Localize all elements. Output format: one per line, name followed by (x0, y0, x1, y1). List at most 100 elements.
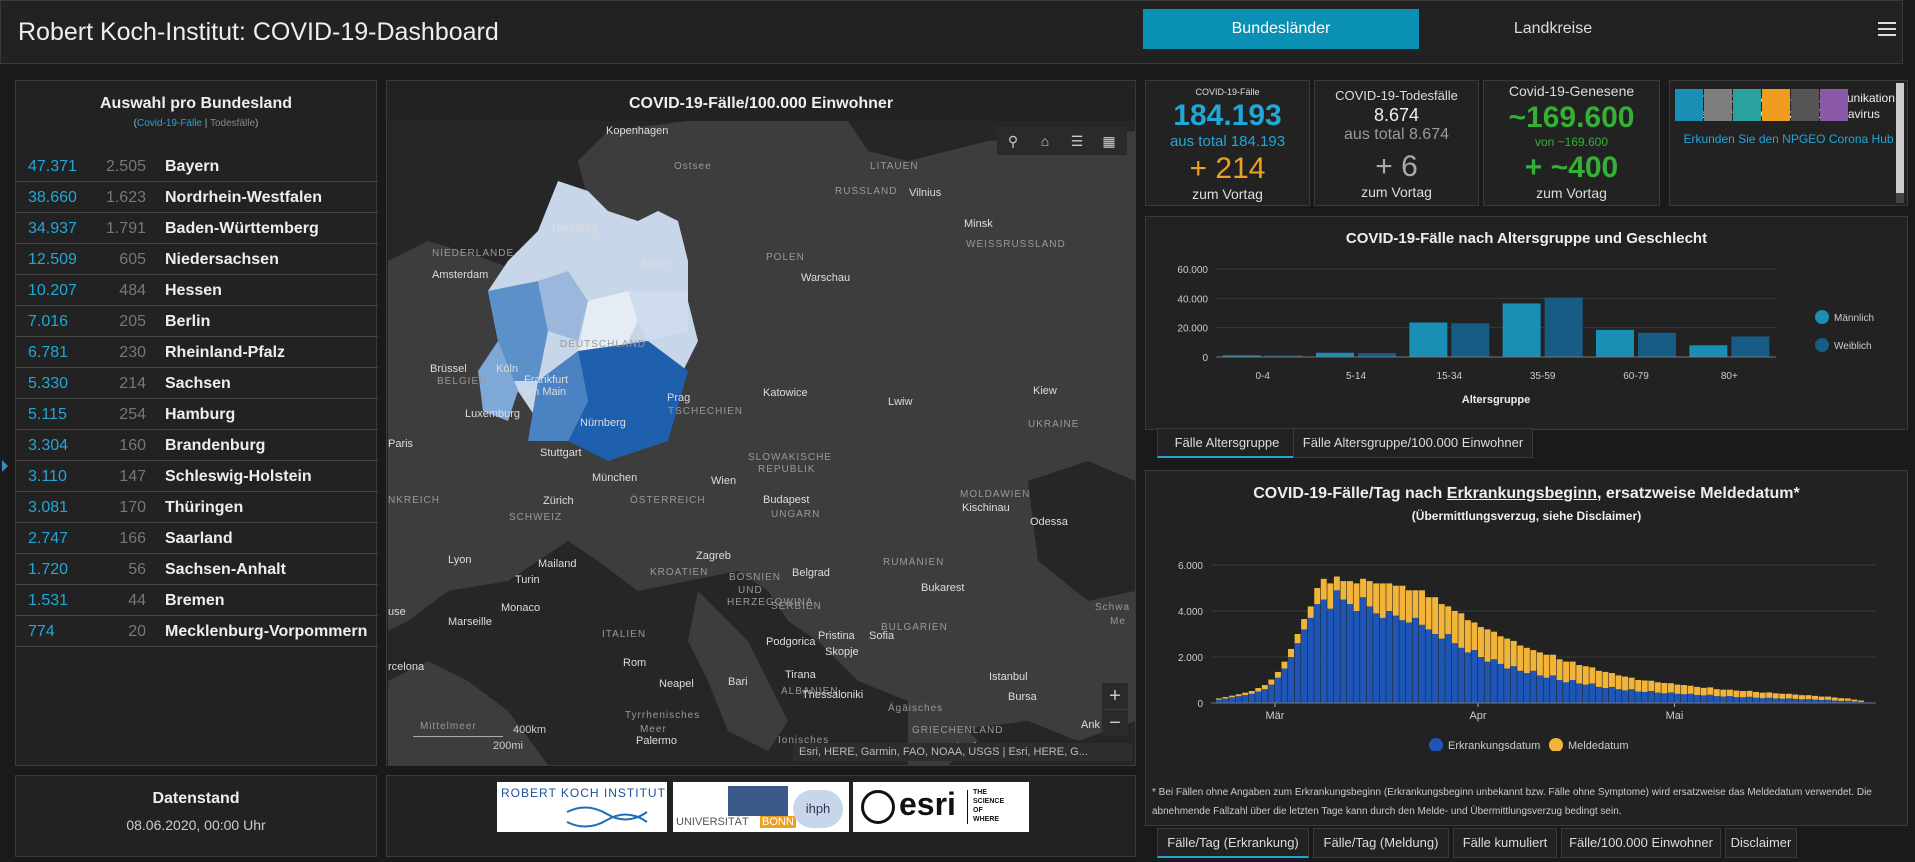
bar-onset (1589, 683, 1596, 703)
hamburger-menu-icon[interactable] (1878, 22, 1896, 38)
stairs-icon[interactable] (1762, 89, 1790, 121)
bar-report (1674, 684, 1681, 694)
state-row[interactable]: 38.660 1.623 Nordrhein-Westfalen (16, 182, 378, 213)
car-icon[interactable] (1791, 89, 1819, 121)
legend-swatch (1815, 310, 1829, 324)
map-view[interactable]: DÄNEMARK Kopenhagen Ostsee LITAUEN RUSSLAND V… (388, 121, 1135, 765)
age-chart: 0 20.000 40.000 60.000 0-4 5-14 15-34 35-59 60-7… (1177, 265, 1874, 406)
state-row[interactable]: 774 20 Mecklenburg-Vorpommern (16, 616, 378, 647)
map-label: NIEDERLANDE (432, 248, 515, 259)
state-row[interactable]: 3.110 147 Schleswig-Holstein (16, 461, 378, 492)
tab-faelle-altersgruppe-100k[interactable]: Fälle Altersgruppe/100.000 Einwohner (1293, 428, 1533, 458)
info-scrollbar[interactable] (1896, 83, 1904, 203)
kpi-deaths-vortag: zum Vortag (1361, 184, 1432, 200)
bar-onset (1576, 683, 1583, 703)
tab-faelle-tag-meldung[interactable]: Fälle/Tag (Meldung) (1313, 828, 1449, 858)
bar-onset (1497, 663, 1504, 703)
nav-bundeslaender-button[interactable]: Bundesländer (1143, 9, 1419, 49)
location-icon[interactable] (1704, 89, 1732, 121)
state-row[interactable]: 5.330 214 Sachsen (16, 368, 378, 399)
bar-report (1844, 698, 1851, 701)
zoom-out-button[interactable]: − (1102, 710, 1128, 736)
state-row[interactable]: 2.747 166 Saarland (16, 523, 378, 554)
tab-disclaimer[interactable]: Disclaimer (1725, 828, 1797, 858)
state-row[interactable]: 3.304 160 Brandenburg (16, 430, 378, 461)
map-label: UND (738, 585, 763, 596)
state-cases: 5.330 (28, 375, 69, 392)
map-label: Luxemburg (465, 408, 521, 420)
state-cases: 1.720 (28, 561, 69, 578)
bar-report (1792, 694, 1799, 699)
bar-report (1772, 693, 1779, 699)
kpi-cases[interactable]: COVID-19-Fälle 184.193 aus total 184.193… (1145, 80, 1310, 206)
state-row[interactable]: 3.081 170 Thüringen (16, 492, 378, 523)
bar-onset (1825, 699, 1832, 703)
bar-onset (1609, 686, 1615, 703)
state-row[interactable]: 6.781 230 Rheinland-Pfalz (16, 337, 378, 368)
x-tick-label: Mär (1265, 710, 1284, 722)
bar-report (1294, 634, 1301, 644)
state-deaths: 254 (119, 406, 146, 423)
tab-faelle-altersgruppe[interactable]: Fälle Altersgruppe (1157, 428, 1297, 458)
bar-onset (1536, 675, 1543, 703)
bar-onset (1635, 691, 1642, 703)
bar-report (1707, 687, 1714, 695)
legend-separator: | (202, 118, 210, 129)
basemap-gallery-icon[interactable]: ▦ (1102, 133, 1116, 149)
state-deaths: 1.623 (105, 189, 146, 206)
home-icon[interactable]: ⌂ (1040, 133, 1050, 149)
health-icon[interactable] (1675, 89, 1703, 121)
bar-report (1373, 583, 1380, 614)
map-label: Pristina (818, 630, 855, 642)
kpi-deaths[interactable]: COVID-19-Todesfälle 8.674 aus total 8.67… (1314, 80, 1479, 206)
map-label: Wien (711, 475, 737, 487)
bar-report (1694, 686, 1701, 695)
bar-onset (1694, 694, 1701, 703)
state-row[interactable]: 34.937 1.791 Baden-Württemberg (16, 213, 378, 244)
nav-landkreise-button[interactable]: Landkreise (1513, 20, 1593, 37)
bar-report (1667, 683, 1674, 693)
state-row[interactable]: 7.016 205 Berlin (16, 306, 378, 337)
map-label: MOLDAWIEN (960, 489, 1031, 500)
legend-swatch (1815, 338, 1829, 352)
y-tick-label: 4.000 (1178, 607, 1203, 618)
bar-report (1687, 685, 1694, 694)
footnote-line1: * Bei Fällen ohne Angaben zum Erkrankung… (1152, 787, 1872, 798)
tab-faelle-kumuliert[interactable]: Fälle kumuliert (1453, 828, 1557, 858)
school-icon[interactable] (1820, 89, 1848, 121)
bar-onset (1654, 692, 1661, 703)
search-icon[interactable]: ⚲ (1007, 133, 1019, 149)
bar-onset (1746, 696, 1753, 703)
state-row[interactable]: 1.531 44 Bremen (16, 585, 378, 616)
collapse-arrow-icon[interactable] (2, 460, 8, 472)
epicurve-title-post: , ersatzweise Meldedatum* (1597, 485, 1800, 502)
esri-tag3: OF (973, 807, 983, 814)
map-label: Zagreb (696, 550, 731, 562)
tab-faelle-tag-erkrankung[interactable]: Fälle/Tag (Erkrankung) (1157, 828, 1309, 858)
bar-onset (1366, 606, 1373, 703)
bar-onset (1648, 691, 1655, 703)
state-row[interactable]: 1.720 56 Sachsen-Anhalt (16, 554, 378, 585)
state-row[interactable]: 47.371 2.505 Bayern (16, 151, 378, 182)
epicurve-title-link[interactable]: Erkrankungsbeginn (1446, 485, 1598, 502)
bar-report (1759, 692, 1766, 699)
epicurve-subtitle: (Übermittlungsverzug, siehe Disclaimer) (1411, 509, 1642, 523)
kpi-recovered[interactable]: Covid-19-Genesene ~169.600 von ~169.600 … (1483, 80, 1660, 206)
bar-report (1609, 673, 1615, 687)
kpi-deaths-delta: + 6 (1375, 150, 1418, 183)
state-row[interactable]: 5.115 254 Hamburg (16, 399, 378, 430)
state-row[interactable]: 12.509 605 Niedersachsen (16, 244, 378, 275)
legend-swatch (1429, 738, 1443, 751)
tab-faelle-100k[interactable]: Fälle/100.000 Einwohner (1561, 828, 1721, 858)
bar-report (1347, 581, 1353, 605)
zoom-in-button[interactable]: + (1102, 683, 1128, 709)
uni-bonn-logo: UNIVERSITÄT BONN ihph (673, 782, 849, 832)
state-row[interactable]: 10.207 484 Hessen (16, 275, 378, 306)
map-label: Prag (667, 392, 691, 404)
y-tick-label: 20.000 (1177, 324, 1208, 335)
map-label: NKREICH (388, 495, 441, 506)
npgeo-hub-link[interactable]: Erkunden Sie den NPGEO Corona Hub (1683, 132, 1894, 146)
legend-list-icon[interactable]: ☰ (1070, 133, 1084, 149)
heart-icon[interactable] (1733, 89, 1761, 121)
map-label: Vilnius (909, 187, 942, 199)
